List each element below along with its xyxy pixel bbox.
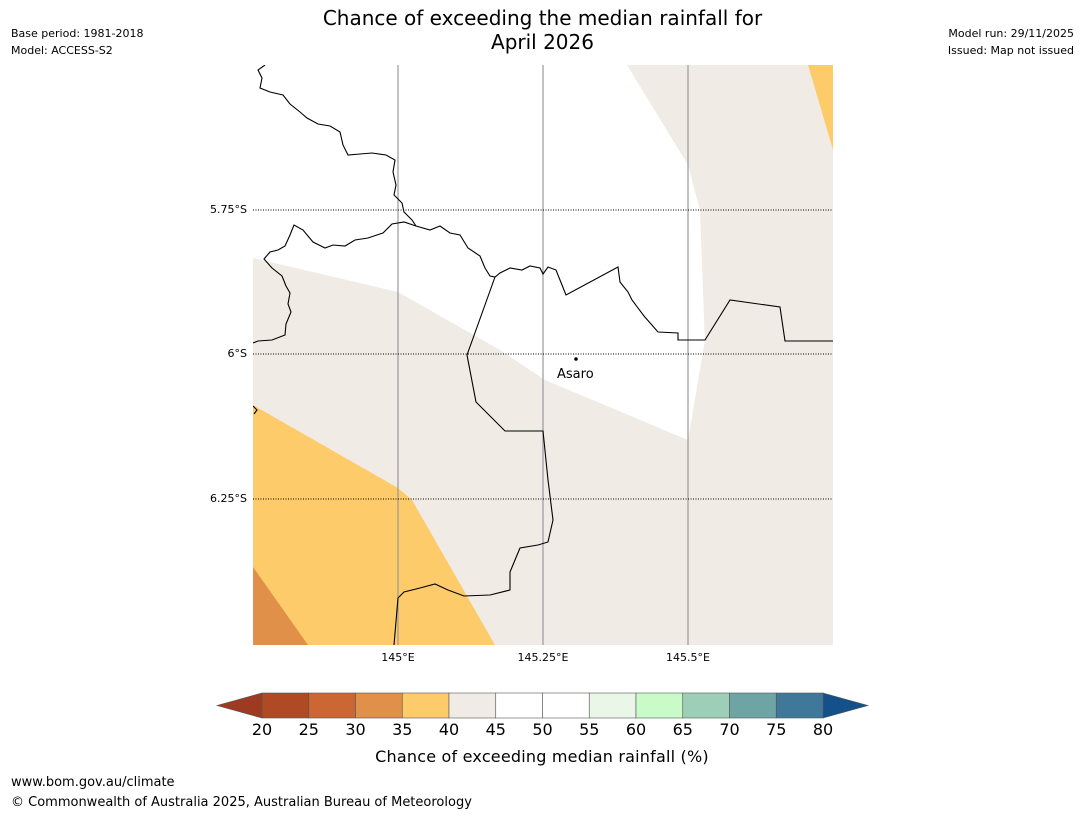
boundary-central-east xyxy=(415,225,833,342)
lat-label-6-25: 6.25°S xyxy=(210,492,247,505)
colorbar-high-arrow xyxy=(822,692,870,719)
colorbar-tick-25: 25 xyxy=(299,720,319,739)
lat-label-6: 6°S xyxy=(228,347,247,360)
asaro-marker xyxy=(574,357,578,361)
colorbar-tick-40: 40 xyxy=(439,720,459,739)
model-run: Model run: 29/11/2025 xyxy=(948,27,1074,40)
region-30-35 xyxy=(253,567,308,645)
colorbar-segment-20-25 xyxy=(261,692,310,719)
colorbar-segment-40-45 xyxy=(448,692,497,719)
colorbar: 20 25 30 35 40 45 50 55 60 65 70 75 80 Chance of exc… xyxy=(215,692,870,766)
colorbar-tick-70: 70 xyxy=(719,720,739,739)
region-35-40-northeast xyxy=(808,65,833,150)
title-line-1: Chance of exceeding the median rainfall … xyxy=(322,6,763,30)
colorbar-tick-80: 80 xyxy=(813,720,833,739)
colorbar-segment-55-60 xyxy=(588,692,637,719)
colorbar-low-arrow xyxy=(215,692,263,719)
footer-url[interactable]: www.bom.gov.au/climate xyxy=(11,775,175,790)
footer-copyright: © Commonwealth of Australia 2025, Austra… xyxy=(11,795,472,810)
colorbar-segment-45-50 xyxy=(495,692,543,719)
region-40-45-northeast xyxy=(627,65,833,345)
colorbar-tick-75: 75 xyxy=(766,720,786,739)
colorbar-tick-30: 30 xyxy=(345,720,365,739)
colorbar-segment-25-30 xyxy=(308,692,356,719)
boundary-central-west xyxy=(393,276,554,645)
lon-label-145-5: 145.5°E xyxy=(666,651,710,664)
issued-status: Issued: Map not issued xyxy=(947,44,1074,57)
title-line-2: April 2026 xyxy=(491,30,594,54)
map-title: Chance of exceeding the median rainfall … xyxy=(0,6,1085,54)
asaro-label: Asaro xyxy=(557,367,594,382)
colorbar-ticks: 20 25 30 35 40 45 50 55 60 65 70 75 80 xyxy=(252,720,833,739)
colorbar-tick-35: 35 xyxy=(392,720,412,739)
boundary-lines xyxy=(253,65,833,645)
colorbar-segment-35-40 xyxy=(401,692,450,719)
base-period: Base period: 1981-2018 xyxy=(11,27,144,40)
lon-label-145-25: 145.25°E xyxy=(518,651,569,664)
model-name: Model: ACCESS-S2 xyxy=(11,44,113,57)
colorbar-segment-65-70 xyxy=(682,692,730,719)
meta-right: Model run: 29/11/2025 Issued: Map not is… xyxy=(948,25,1074,59)
colorbar-tick-20: 20 xyxy=(252,720,272,739)
colorbar-tick-55: 55 xyxy=(579,720,599,739)
boundary-ridge xyxy=(253,221,417,344)
colorbar-tick-50: 50 xyxy=(532,720,552,739)
colorbar-segment-75-80 xyxy=(775,692,824,719)
region-35-40 xyxy=(253,405,495,645)
colorbar-segments xyxy=(261,692,824,719)
colorbar-segment-50-55 xyxy=(542,692,590,719)
colorbar-tick-65: 65 xyxy=(673,720,693,739)
colorbar-tick-45: 45 xyxy=(486,720,506,739)
colorbar-segment-30-35 xyxy=(355,692,403,719)
lon-label-145: 145°E xyxy=(381,651,414,664)
lat-label-5-75: 5.75°S xyxy=(210,203,247,216)
meta-left: Base period: 1981-2018 Model: ACCESS-S2 xyxy=(11,25,143,59)
colorbar-label: Chance of exceeding median rainfall (%) xyxy=(375,747,709,766)
colorbar-tick-60: 60 xyxy=(626,720,646,739)
colorbar-segment-70-75 xyxy=(729,692,777,719)
map-area: Asaro xyxy=(253,65,833,645)
boundary-southwest-stub xyxy=(253,405,258,415)
boundary-north-river xyxy=(257,65,417,227)
colorbar-segment-60-65 xyxy=(635,692,684,719)
